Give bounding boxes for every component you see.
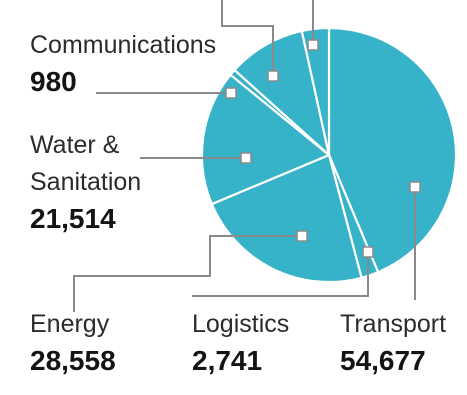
label-water-name-line2: Sanitation	[30, 168, 142, 196]
marker-transport	[409, 181, 421, 193]
pie-slice-energy	[210, 153, 363, 284]
label-transport-name: Transport	[340, 310, 447, 338]
marker-logistics	[362, 246, 374, 258]
marker-top-a	[267, 70, 279, 82]
pie-slice-unlabeled-5	[233, 29, 331, 157]
label-water-name-line1: Water &	[30, 131, 120, 159]
marker-communications	[225, 87, 237, 99]
pie-slice-water	[200, 73, 331, 206]
label-logistics-value: 2,741	[192, 345, 263, 376]
marker-water	[240, 152, 252, 164]
label-water-value: 21,514	[30, 203, 116, 234]
label-logistics-leader	[192, 252, 369, 297]
pie-slice-unlabeled-6	[300, 26, 331, 157]
label-energy-leader	[73, 235, 302, 312]
label-energy-value: 28,558	[30, 345, 116, 376]
label-transport-value: 54,677	[340, 345, 426, 376]
marker-energy	[296, 230, 308, 242]
top-slice-leader-a	[221, 0, 274, 76]
label-logistics-name: Logistics	[192, 310, 290, 338]
marker-top-b	[307, 39, 319, 51]
label-communications-name: Communications	[30, 31, 217, 59]
label-communications-value: 980	[30, 66, 77, 97]
label-energy-name: Energy	[30, 310, 110, 338]
pie-slice-transport	[327, 26, 458, 274]
